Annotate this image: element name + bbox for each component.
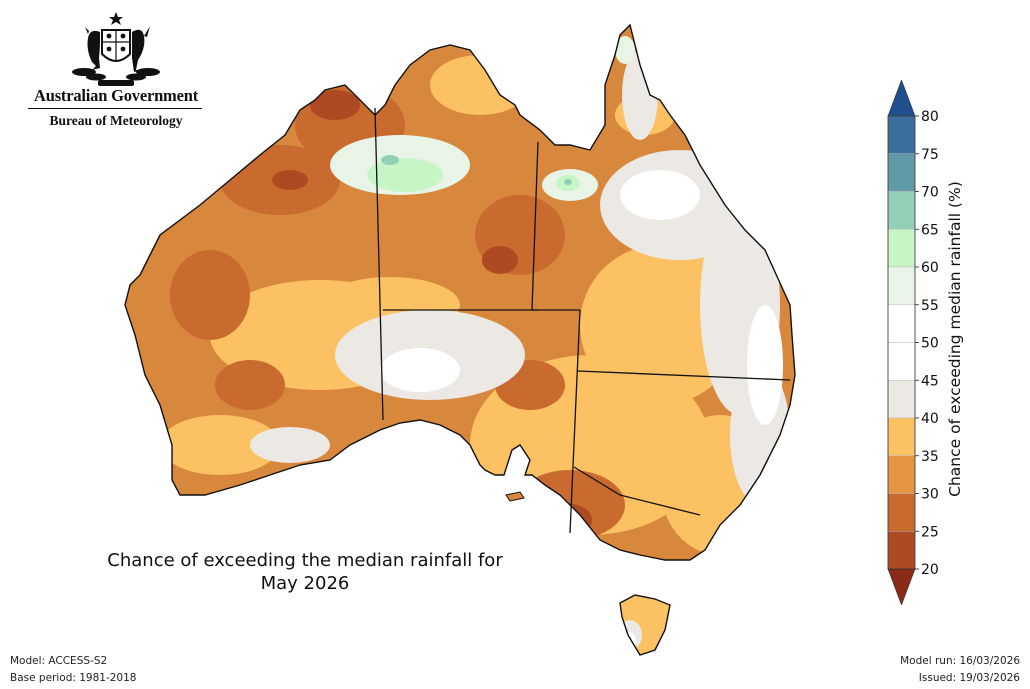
model-name: Model: ACCESS-S2 — [10, 655, 108, 667]
tasmania-coastline — [619, 594, 671, 656]
colorbar-tick-label: 35 — [921, 449, 939, 465]
colorbar-tick-label: 50 — [921, 336, 939, 352]
model-run-date: Model run: 16/03/2026 — [900, 655, 1020, 667]
colorbar-tick-label: 45 — [921, 373, 939, 389]
logo-divider — [28, 108, 202, 109]
colorbar-band — [887, 153, 916, 192]
colorbar-tick-label: 60 — [921, 260, 939, 276]
colorbar-tick-label: 40 — [921, 411, 939, 427]
colorbar-band — [887, 455, 916, 494]
footer-left: Model: ACCESS-S2 Base period: 1981-2018 — [10, 653, 136, 687]
colorbar-extend-bottom — [887, 568, 916, 605]
government-logo: Australian Government Bureau of Meteorol… — [20, 10, 210, 140]
colorbar-band — [887, 380, 916, 419]
colorbar-label-text: Chance of exceeding median rainfall (%) — [946, 181, 964, 497]
colorbar-band — [887, 115, 916, 154]
issued-date: Issued: 19/03/2026 — [918, 672, 1020, 684]
colorbar-band — [887, 304, 916, 343]
footer-right: Model run: 16/03/2026 Issued: 19/03/2026 — [900, 653, 1020, 687]
map-title-line2: May 2026 — [260, 573, 350, 594]
colorbar-tick-label: 30 — [921, 487, 939, 503]
colorbar-tick-label: 70 — [921, 185, 939, 201]
mainland-coastline — [124, 23, 796, 561]
commonwealth-coat-of-arms-icon — [72, 12, 160, 86]
colorbar-tick-label: 25 — [921, 524, 939, 540]
colorbar-tick-label: 20 — [921, 562, 939, 578]
colorbar-band — [887, 266, 916, 305]
government-name: Australian Government — [34, 86, 198, 105]
map-title: Chance of exceeding the median rainfall … — [60, 549, 550, 595]
colorbar-band — [887, 191, 916, 230]
colorbar-band — [887, 417, 916, 456]
colorbar-tick-label: 75 — [921, 147, 939, 163]
colorbar-band — [887, 493, 916, 532]
colorbar-band — [887, 531, 916, 570]
colorbar-tick-label: 80 — [921, 109, 939, 125]
colorbar-band — [887, 342, 916, 381]
colorbar-extend-top — [887, 80, 916, 117]
map-title-line1: Chance of exceeding the median rainfall … — [107, 550, 503, 571]
base-period: Base period: 1981-2018 — [10, 672, 137, 684]
state-borders — [374, 107, 791, 534]
colorbar-band — [887, 229, 916, 268]
colorbar-tick-label: 55 — [921, 298, 939, 314]
colorbar-tick-label: 65 — [921, 222, 939, 238]
australia-rainfall-map — [124, 23, 796, 656]
colorbar: 80 75 70 65 60 55 50 45 40 35 30 25 20 — [887, 80, 939, 605]
agency-name: Bureau of Meteorology — [49, 113, 183, 128]
